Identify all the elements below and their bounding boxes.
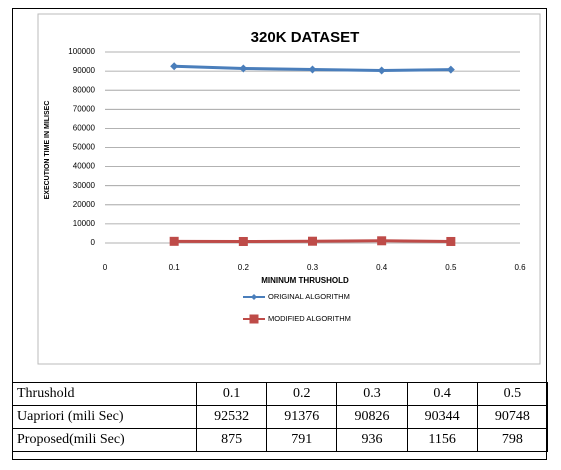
table-row: Thrushold 0.1 0.2 0.3 0.4 0.5 [12,382,549,406]
data-point [170,62,179,71]
table-cell: 91376 [266,405,338,429]
x-tick-label: 0.5 [445,263,457,272]
table-cell: Thrushold [12,382,197,406]
x-tick-label: 0 [103,263,108,272]
legend-label: MODIFIED ALGORITHM [268,314,351,323]
data-point [377,236,387,246]
y-tick-label: 20000 [73,200,96,209]
y-tick-label: 40000 [73,162,96,171]
y-tick-label: 50000 [73,143,96,152]
y-tick-label: 30000 [73,181,96,190]
table-row: Uapriori (mili Sec) 92532 91376 90826 90344 9… [12,405,549,429]
y-tick-label: 70000 [73,104,96,113]
x-tick-label: 0.1 [169,263,181,272]
y-tick-label: 60000 [73,124,96,133]
table-row: Proposed(mili Sec) 875 791 936 1156 798 [12,428,549,452]
table-cell: 791 [266,428,338,452]
x-tick-label: 0.6 [514,263,526,272]
y-tick-label: 0 [91,238,96,247]
table-cell: 90826 [336,405,408,429]
chart-frame [37,13,541,365]
data-table: Thrushold 0.1 0.2 0.3 0.4 0.5 Uapriori (mili S… [12,382,549,452]
chart-title: 320K DATASET [251,29,360,46]
table-cell: 0.2 [266,382,338,406]
table-cell: 90748 [476,405,549,429]
data-point [446,236,456,246]
x-tick-label: 0.3 [307,263,319,272]
data-point [446,65,455,74]
data-point [308,65,317,74]
data-point [239,64,248,73]
table-cell: 90344 [406,405,478,429]
table-cell: 0.4 [406,382,478,406]
table-cell: Proposed(mili Sec) [12,428,197,452]
y-tick-label: 90000 [73,66,96,75]
table-cell: Uapriori (mili Sec) [12,405,197,429]
frame [12,8,547,460]
table-cell: 92532 [195,405,268,429]
table-cell: 0.3 [336,382,408,406]
legend-marker [249,314,259,324]
y-tick-label: 100000 [68,47,95,56]
y-axis-label: EXECUTION TIME IN MILISEC [44,101,51,200]
chart: 320K DATASET MININUM THRUSHOLD EXECUTION… [37,13,541,365]
data-point [238,236,248,246]
data-point [169,236,179,246]
table-cell: 798 [476,428,549,452]
x-tick-label: 0.4 [376,263,388,272]
x-tick-label: 0.2 [238,263,250,272]
data-point [308,236,317,246]
table-cell: 936 [336,428,408,452]
legend-label: ORIGINAL ALGORITHM [268,292,350,301]
data-point [377,66,386,75]
y-tick-label: 10000 [73,219,96,228]
table-cell: 875 [195,428,268,452]
legend-marker [251,294,257,300]
table-cell: 1156 [406,428,478,452]
table-cell: 0.5 [476,382,549,406]
x-axis-label: MININUM THRUSHOLD [261,276,349,285]
table-cell: 0.1 [195,382,268,406]
y-tick-label: 80000 [73,85,96,94]
